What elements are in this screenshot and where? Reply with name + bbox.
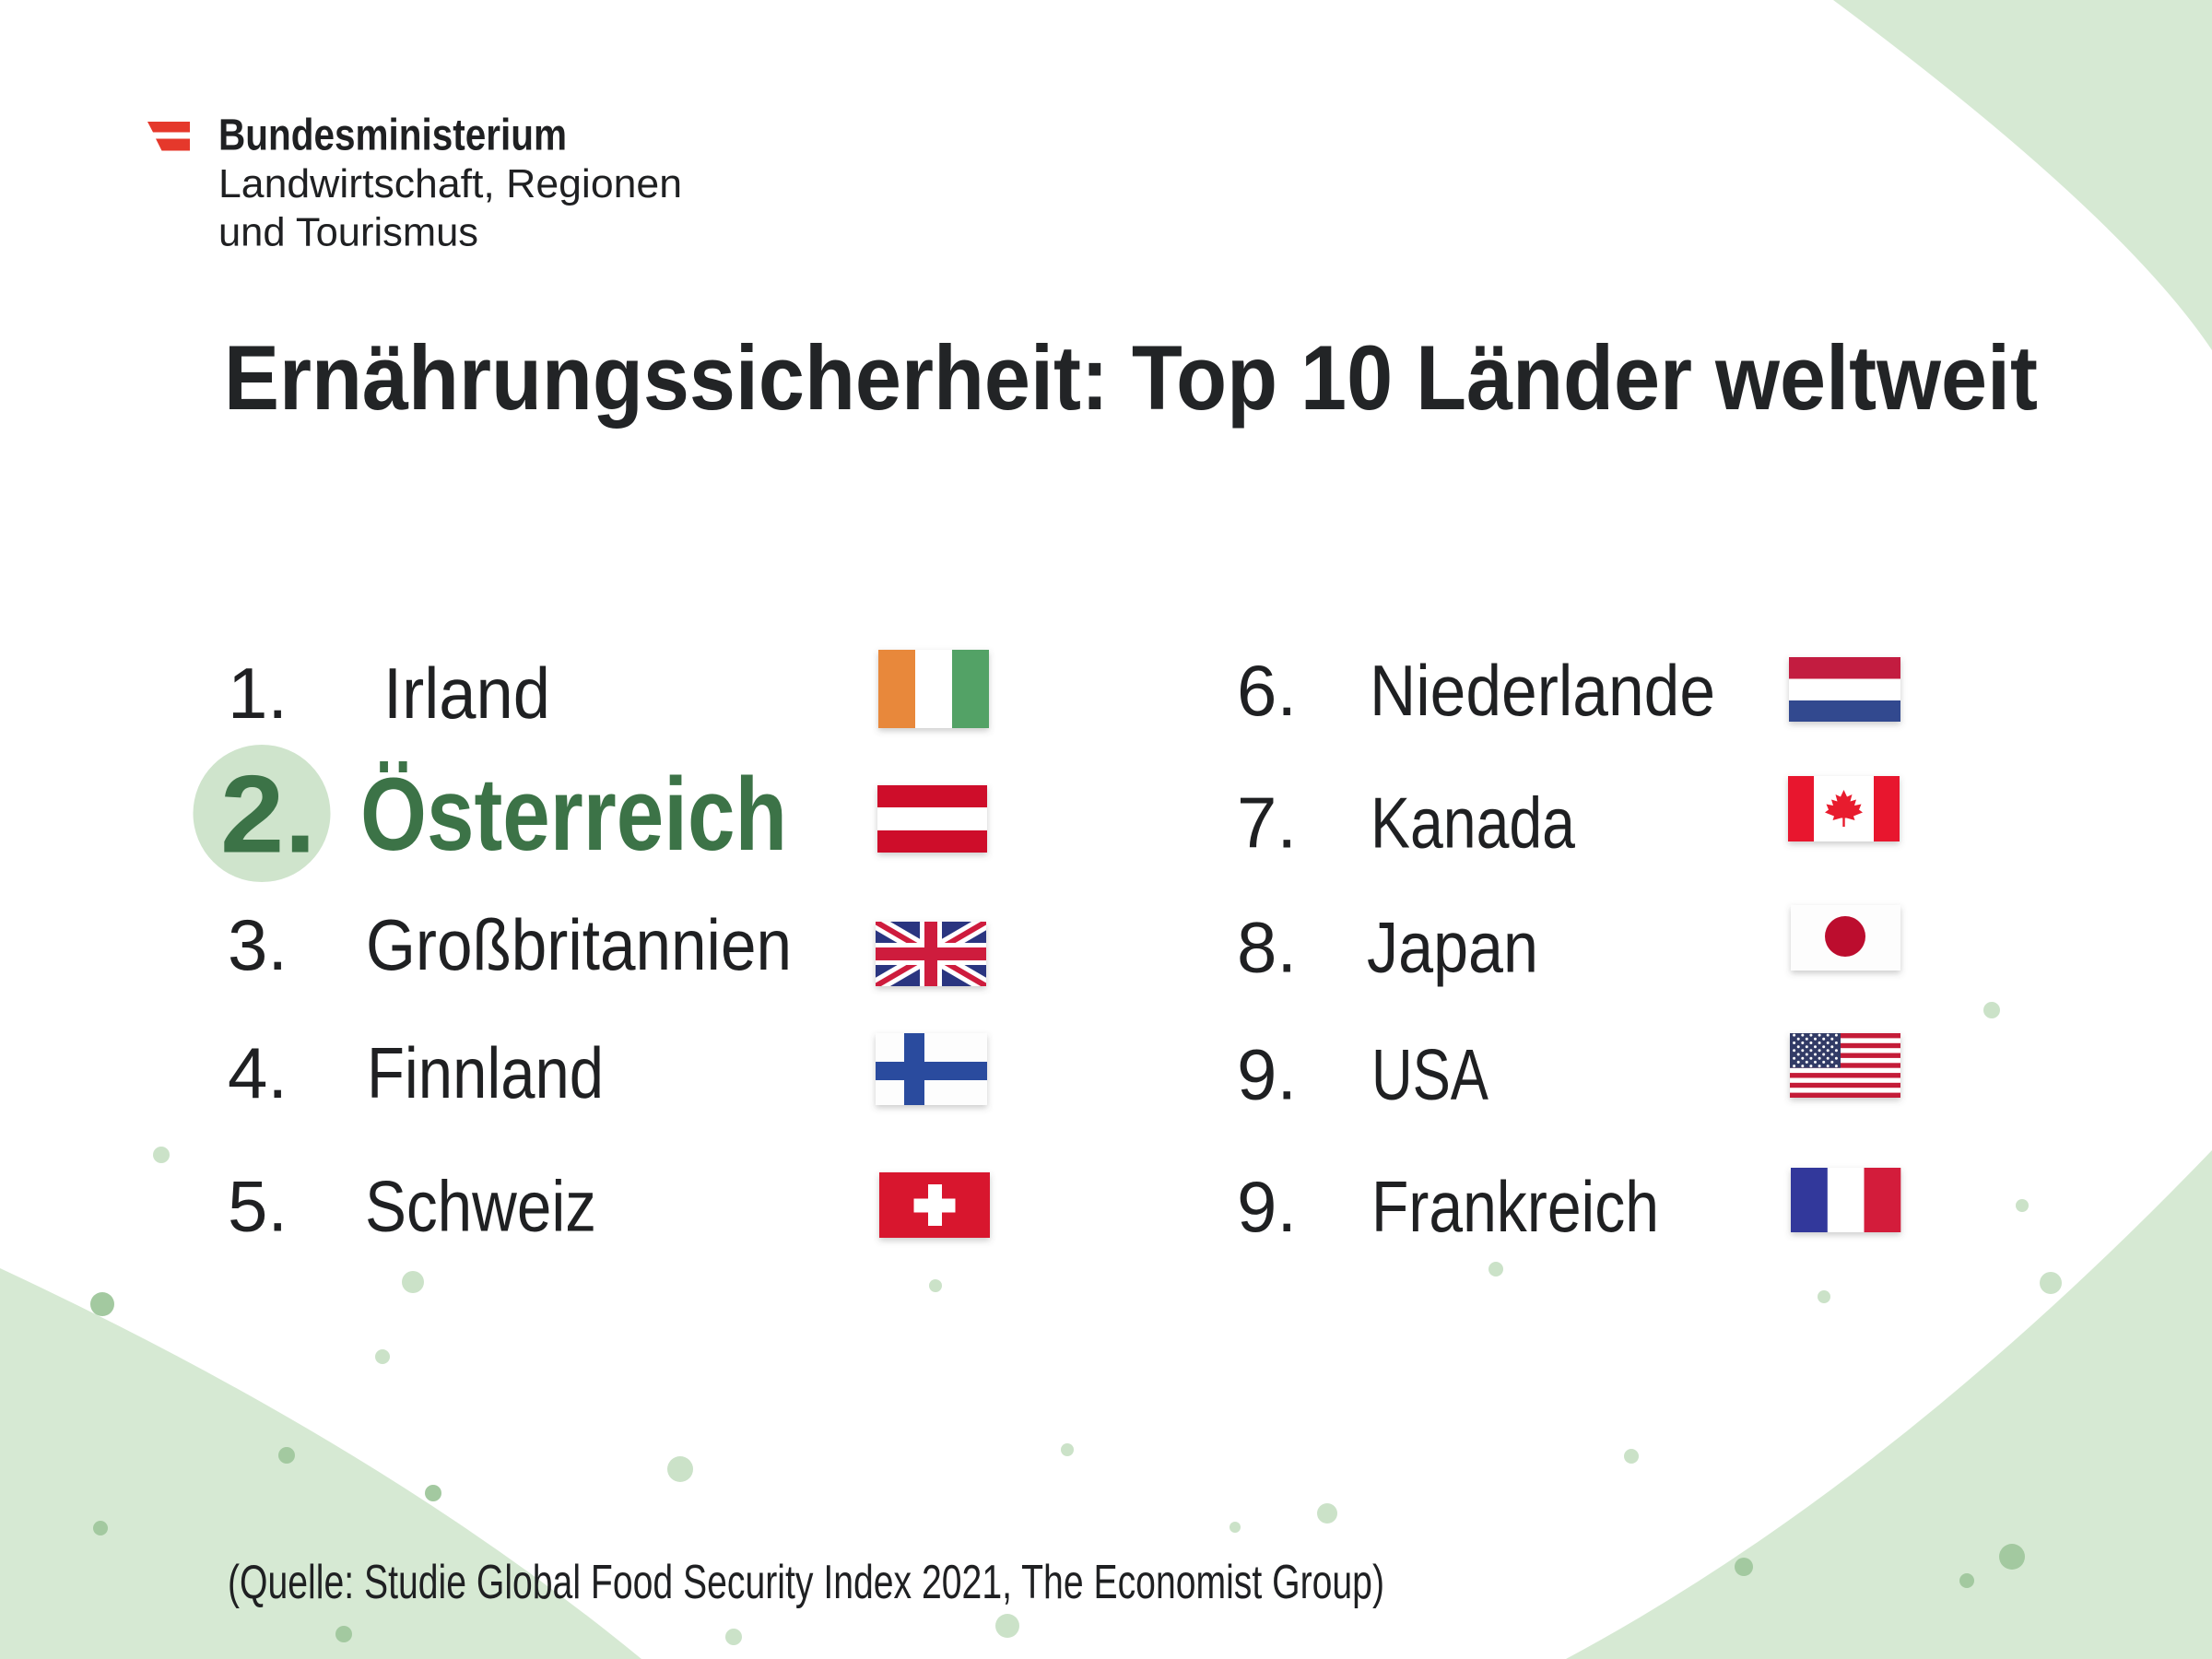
svg-text:(Quelle: Studie Global Food Se: (Quelle: Studie Global Food Security Ind… <box>228 1556 1384 1609</box>
svg-text:Bundesministerium: Bundesministerium <box>218 112 567 160</box>
svg-text:1.: 1. <box>228 653 288 734</box>
svg-text:USA: USA <box>1371 1034 1488 1115</box>
svg-text:9.: 9. <box>1237 1034 1297 1115</box>
svg-text:Großbritannien: Großbritannien <box>366 904 792 985</box>
svg-text:5.: 5. <box>228 1166 288 1247</box>
svg-text:7.: 7. <box>1237 782 1297 864</box>
svg-text:Frankreich: Frankreich <box>1371 1166 1659 1247</box>
svg-text:und Tourismus: und Tourismus <box>218 210 478 255</box>
svg-text:6.: 6. <box>1237 650 1297 731</box>
svg-text:4.: 4. <box>228 1032 288 1113</box>
svg-text:Österreich: Österreich <box>360 757 787 872</box>
svg-text:Ernährungssicherheit: Top 10 L: Ernährungssicherheit: Top 10 Länder welt… <box>224 326 2038 429</box>
svg-text:Niederlande: Niederlande <box>1370 650 1715 731</box>
svg-text:3.: 3. <box>228 904 288 985</box>
svg-text:9.: 9. <box>1237 1166 1297 1247</box>
svg-text:2.: 2. <box>220 753 316 877</box>
svg-text:Kanada: Kanada <box>1371 782 1576 864</box>
svg-text:Finnland: Finnland <box>367 1032 604 1113</box>
svg-text:8.: 8. <box>1237 907 1297 988</box>
svg-text:Schweiz: Schweiz <box>365 1166 596 1247</box>
svg-text:Japan: Japan <box>1367 907 1538 988</box>
svg-text:Irland: Irland <box>383 653 550 734</box>
svg-text:Landwirtschaft, Regionen: Landwirtschaft, Regionen <box>218 161 682 206</box>
